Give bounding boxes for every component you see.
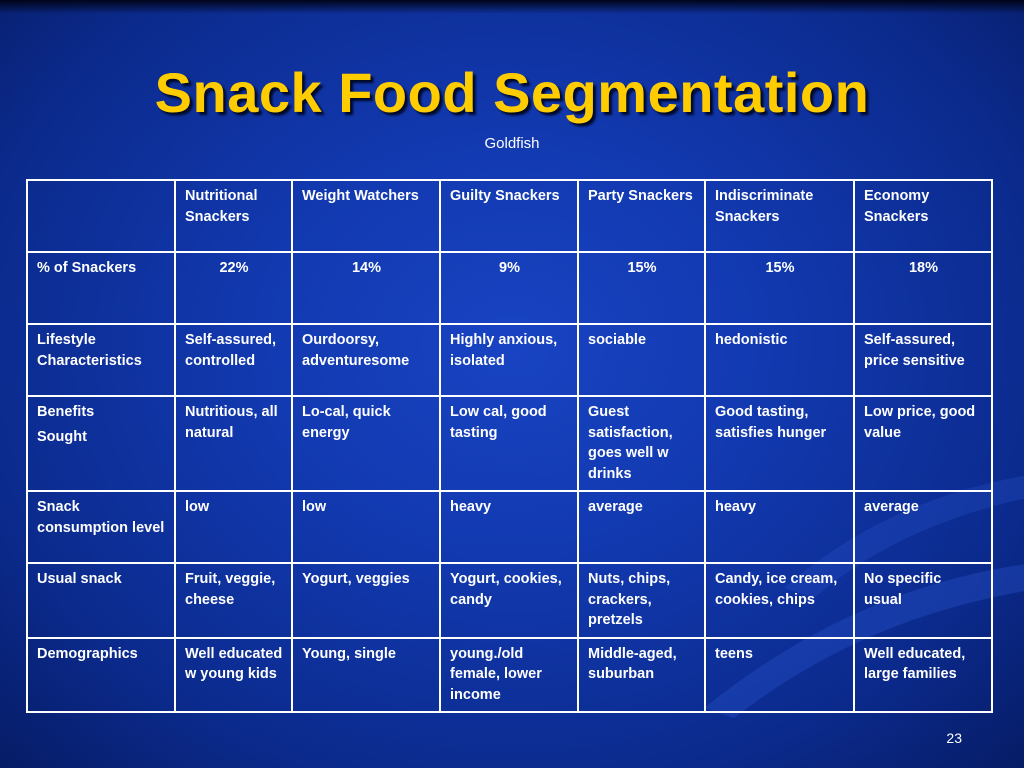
table-cell: 22% <box>174 251 293 325</box>
table-cell: Low price, good value <box>853 395 993 492</box>
table-row: Snack consumption level low low heavy av… <box>26 490 993 564</box>
row-label-line: Sought <box>37 428 87 445</box>
row-label: % of Snackers <box>26 251 176 325</box>
row-label: Lifestyle Characteristics <box>26 323 176 397</box>
table-cell: hedonistic <box>704 323 855 397</box>
header-cell: Guilty Snackers <box>439 179 579 253</box>
table-cell: 14% <box>291 251 441 325</box>
table-header-row: Nutritional Snackers Weight Watchers Gui… <box>26 179 993 253</box>
slide-subtitle: Goldfish <box>484 135 540 152</box>
table-cell: 15% <box>577 251 706 325</box>
top-dark-band <box>0 0 1024 14</box>
row-label-line: Benefits <box>37 404 95 420</box>
table-cell: Highly anxious, isolated <box>439 323 579 397</box>
table-cell: average <box>853 490 993 564</box>
header-cell: Economy Snackers <box>853 179 993 253</box>
table-cell: Well educated w young kids <box>174 636 293 713</box>
table-row: % of Snackers 22% 14% 9% 15% 15% 18% <box>26 251 993 325</box>
table-cell: 9% <box>439 251 579 325</box>
table-cell: heavy <box>704 490 855 564</box>
table-row: Usual snack Fruit, veggie, cheese Yogurt… <box>26 562 993 639</box>
table-cell: average <box>577 490 706 564</box>
slide-page-number: 23 <box>946 730 962 746</box>
table-cell: Self-assured, controlled <box>174 323 293 397</box>
table-cell: Guest satisfaction, goes well w drinks <box>577 395 706 492</box>
table-cell: heavy <box>439 490 579 564</box>
table-cell: Young, single <box>291 636 441 713</box>
header-cell: Weight Watchers <box>291 179 441 253</box>
table-cell: Ourdoorsy, adventuresome <box>291 323 441 397</box>
table-cell: Self-assured, price sensitive <box>853 323 993 397</box>
table-cell: sociable <box>577 323 706 397</box>
table-cell: low <box>291 490 441 564</box>
header-cell-empty <box>26 179 176 253</box>
table-cell: Low cal, good tasting <box>439 395 579 492</box>
table-row: Lifestyle Characteristics Self-assured, … <box>26 323 993 397</box>
segmentation-table: Nutritional Snackers Weight Watchers Gui… <box>26 179 993 713</box>
row-label: Benefits Sought <box>26 395 176 492</box>
table-cell: low <box>174 490 293 564</box>
table-cell: Candy, ice cream, cookies, chips <box>704 562 855 639</box>
row-label: Snack consumption level <box>26 490 176 564</box>
slide-title: Snack Food Segmentation <box>154 61 870 124</box>
table-cell: 15% <box>704 251 855 325</box>
table-cell: Middle-aged, suburban <box>577 636 706 713</box>
table-cell: young./old female, lower income <box>439 636 579 713</box>
table-cell: Well educated, large families <box>853 636 993 713</box>
table-cell: No specific usual <box>853 562 993 639</box>
table-cell: Fruit, veggie, cheese <box>174 562 293 639</box>
table-row: Demographics Well educated w young kids … <box>26 636 993 713</box>
table-cell: teens <box>704 636 855 713</box>
header-cell: Indiscriminate Snackers <box>704 179 855 253</box>
table-row: Benefits Sought Nutritious, all natural … <box>26 395 993 492</box>
header-cell: Nutritional Snackers <box>174 179 293 253</box>
row-label: Demographics <box>26 636 176 713</box>
table-cell: Lo-cal, quick energy <box>291 395 441 492</box>
table-cell: Nuts, chips, crackers, pretzels <box>577 562 706 639</box>
table-cell: Yogurt, cookies, candy <box>439 562 579 639</box>
table-cell: Nutritious, all natural <box>174 395 293 492</box>
header-cell: Party Snackers <box>577 179 706 253</box>
table-cell: Good tasting, satisfies hunger <box>704 395 855 492</box>
row-label: Usual snack <box>26 562 176 639</box>
table-cell: 18% <box>853 251 993 325</box>
table-cell: Yogurt, veggies <box>291 562 441 639</box>
